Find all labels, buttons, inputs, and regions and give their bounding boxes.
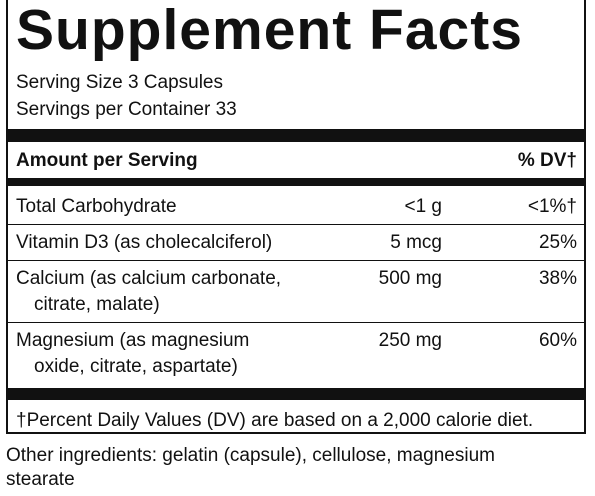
servings-per-container: Servings per Container 33 — [16, 99, 237, 120]
amount: 500 mg — [378, 268, 442, 289]
daily-value: 25% — [538, 232, 577, 253]
nutrient-name: Calcium (as calcium carbonate, — [16, 268, 282, 289]
nutrient-name: Total Carbohydrate — [16, 196, 177, 217]
nutrient-name: oxide, citrate, aspartate) — [34, 356, 238, 377]
thick-rule — [8, 388, 584, 400]
daily-value: <1%† — [527, 196, 577, 217]
title: Supplement Facts — [16, 0, 523, 62]
amount: <1 g — [404, 196, 442, 217]
other-ingredients: stearate — [6, 469, 75, 490]
medium-rule — [8, 178, 584, 186]
header-amount: Amount per Serving — [16, 150, 198, 171]
row-rule — [8, 224, 584, 225]
label-border — [6, 0, 586, 434]
other-ingredients: Other ingredients: gelatin (capsule), ce… — [6, 445, 495, 466]
nutrient-name: citrate, malate) — [34, 294, 160, 315]
header-dv: % DV† — [517, 150, 577, 171]
amount: 5 mcg — [390, 232, 442, 253]
row-rule — [8, 260, 584, 261]
daily-value: 60% — [538, 330, 577, 351]
row-rule — [8, 322, 584, 323]
daily-value: 38% — [538, 268, 577, 289]
nutrient-name: Magnesium (as magnesium — [16, 330, 250, 351]
serving-size: Serving Size 3 Capsules — [16, 72, 223, 93]
footnote: †Percent Daily Values (DV) are based on … — [16, 410, 534, 431]
nutrient-name: Vitamin D3 (as cholecalciferol) — [16, 232, 273, 253]
amount: 250 mg — [378, 330, 442, 351]
thick-rule — [8, 129, 584, 142]
